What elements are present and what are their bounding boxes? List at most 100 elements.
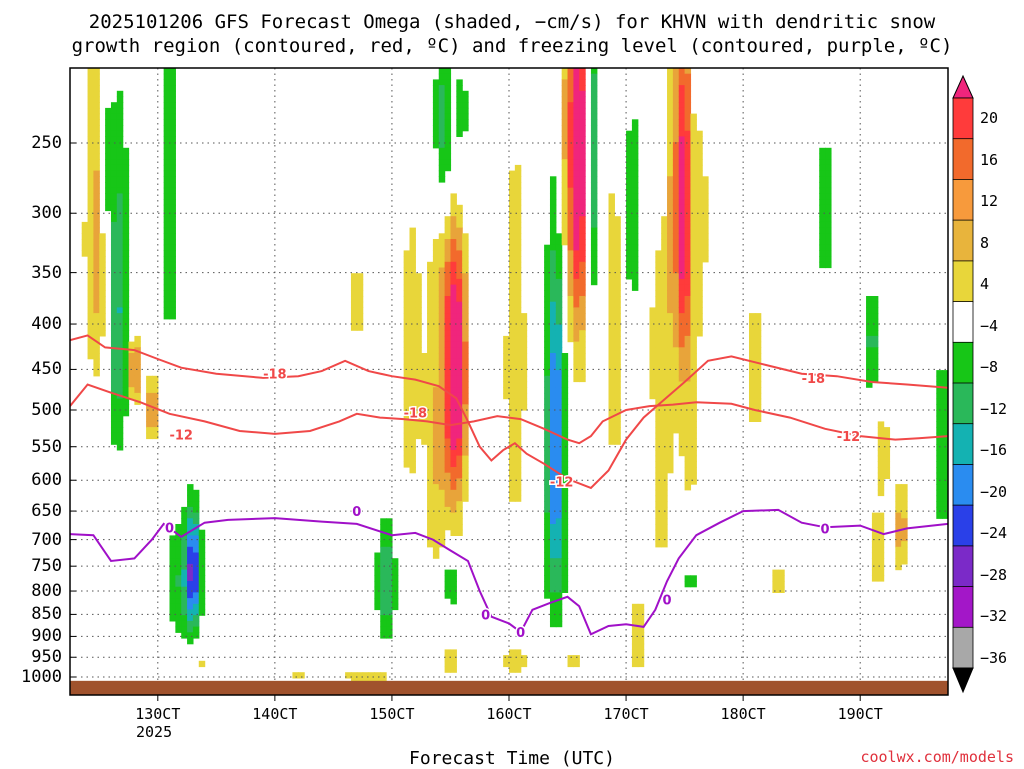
omega-cell	[450, 404, 457, 411]
omega-cell	[380, 609, 387, 616]
omega-cell	[175, 552, 182, 559]
omega-cell	[110, 204, 118, 212]
omega-cell	[116, 404, 124, 411]
omega-cell	[163, 290, 171, 297]
omega-cell	[549, 216, 557, 223]
omega-cell	[134, 387, 141, 394]
omega-cell	[667, 159, 674, 166]
omega-cell	[549, 284, 557, 291]
omega-cell	[450, 501, 457, 508]
omega-cell	[549, 176, 557, 183]
omega-cell	[169, 535, 176, 542]
omega-cell	[549, 301, 557, 308]
omega-cell	[754, 330, 762, 337]
omega-cell	[181, 512, 188, 519]
omega-cell	[509, 484, 516, 491]
omega-cell	[163, 113, 171, 120]
omega-cell	[573, 164, 580, 172]
omega-cell	[655, 512, 662, 519]
omega-cell	[702, 233, 709, 240]
omega-cell	[655, 410, 662, 417]
omega-cell	[175, 609, 182, 616]
omega-cell	[549, 210, 557, 217]
omega-cell	[87, 335, 95, 343]
omega-cell	[187, 501, 194, 508]
omega-cell	[561, 199, 569, 206]
omega-cell	[667, 313, 674, 320]
omega-cell	[579, 204, 586, 212]
omega-cell	[573, 256, 580, 263]
omega-cell	[169, 541, 176, 548]
omega-cell	[661, 364, 668, 371]
omega-cell	[116, 159, 124, 166]
omega-cell	[678, 427, 686, 434]
omega-cell	[684, 290, 692, 297]
omega-cell	[631, 130, 639, 137]
omega-cell	[514, 318, 522, 326]
omega-cell	[122, 159, 130, 166]
omega-cell	[450, 330, 457, 337]
omega-cell	[561, 398, 569, 405]
omega-cell	[696, 142, 703, 149]
omega-cell	[192, 541, 200, 548]
omega-cell	[871, 324, 879, 331]
omega-cell	[549, 256, 557, 263]
omega-cell	[93, 244, 100, 251]
omega-cell	[514, 199, 522, 206]
omega-cell	[684, 284, 692, 291]
omega-cell	[116, 164, 124, 172]
omega-cell	[509, 489, 516, 497]
omega-cell	[444, 307, 452, 314]
omega-cell	[684, 125, 692, 132]
omega-cell	[198, 598, 206, 605]
omega-cell	[432, 85, 440, 92]
omega-cell	[573, 153, 580, 160]
omega-cell	[444, 364, 452, 371]
omega-cell	[661, 461, 668, 468]
omega-cell	[608, 193, 615, 200]
omega-cell	[105, 113, 112, 120]
omega-cell	[509, 478, 516, 485]
omega-cell	[93, 204, 100, 212]
omega-cell	[450, 427, 457, 434]
omega-cell	[93, 250, 100, 257]
omega-cell	[187, 615, 194, 622]
omega-cell	[877, 449, 885, 457]
omega-cell	[567, 335, 574, 343]
omega-cell	[456, 364, 463, 371]
omega-cell	[690, 364, 697, 371]
omega-cell	[116, 358, 124, 365]
omega-cell	[614, 438, 621, 445]
omega-cell	[87, 301, 95, 308]
omega-cell	[544, 478, 551, 485]
omega-cell	[555, 364, 563, 371]
omega-cell	[181, 575, 188, 582]
omega-cell	[819, 147, 826, 155]
omega-cell	[631, 176, 639, 183]
omega-cell	[116, 347, 124, 354]
omega-cell	[110, 176, 118, 183]
omega-cell	[561, 204, 569, 212]
credit-text[interactable]: coolwx.com/models	[860, 748, 1014, 766]
omega-cell	[544, 335, 551, 343]
omega-cell	[608, 210, 615, 217]
omega-cell	[509, 199, 516, 206]
omega-cell	[462, 267, 469, 274]
omega-cell	[403, 330, 411, 337]
omega-cell	[432, 102, 440, 109]
omega-cell	[380, 569, 387, 576]
omega-cell	[438, 176, 446, 183]
omega-cell	[819, 250, 826, 257]
omega-cell	[462, 307, 469, 314]
omega-cell	[573, 330, 580, 337]
omega-cell	[678, 296, 686, 303]
omega-cell	[544, 552, 551, 559]
omega-cell	[754, 313, 762, 320]
omega-cell	[661, 484, 668, 491]
omega-cell	[608, 199, 615, 206]
omega-cell	[163, 204, 171, 212]
omega-cell	[386, 592, 393, 599]
omega-cell	[444, 569, 452, 576]
omega-cell	[187, 524, 194, 531]
omega-cell	[690, 176, 697, 183]
